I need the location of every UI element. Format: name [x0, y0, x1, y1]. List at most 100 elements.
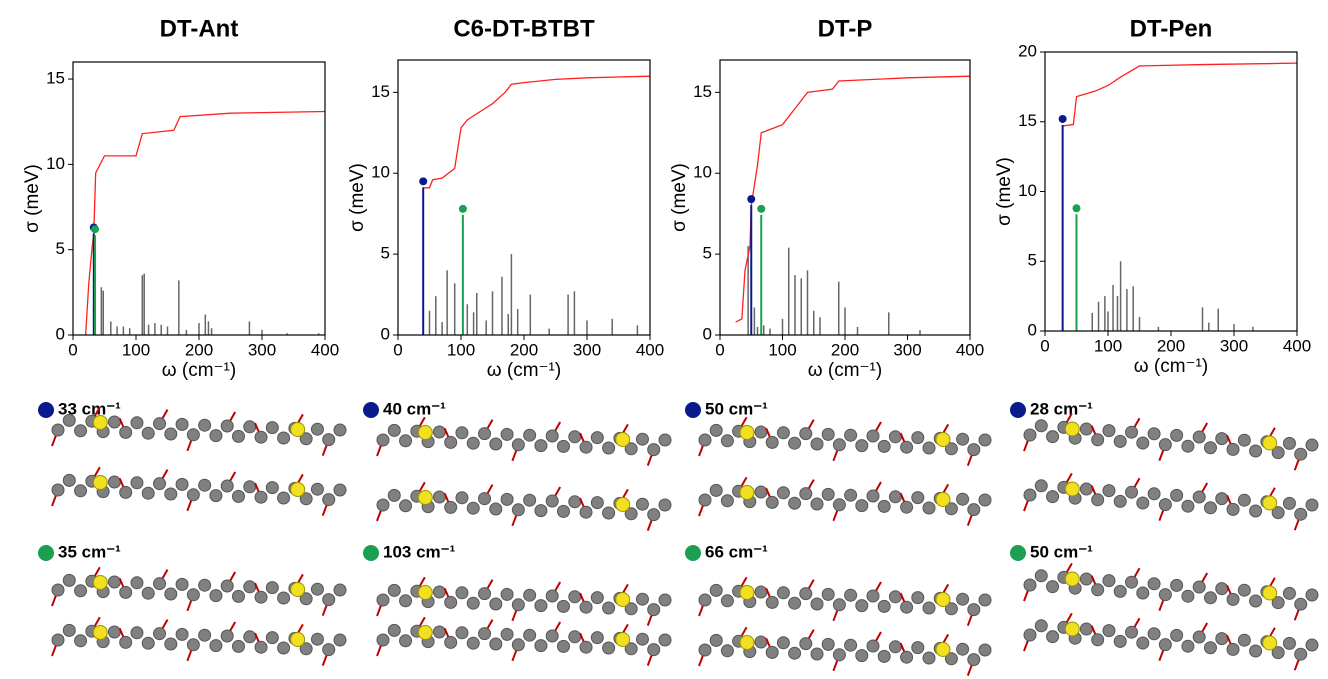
- sulfur-atom: [92, 625, 108, 640]
- atom: [956, 492, 970, 506]
- atom: [788, 596, 802, 610]
- atom: [1158, 588, 1172, 602]
- atom: [153, 477, 167, 491]
- atom: [602, 441, 616, 455]
- sulfur-atom: [92, 475, 108, 490]
- atom: [776, 586, 790, 600]
- atom: [1226, 642, 1240, 656]
- atom: [810, 437, 824, 451]
- atom: [1113, 584, 1127, 598]
- sulfur-atom: [290, 632, 306, 647]
- mode-label: 28 cm⁻¹: [1030, 399, 1093, 418]
- atom: [810, 497, 824, 511]
- atom: [1147, 577, 1161, 591]
- atom: [545, 494, 559, 508]
- atom: [376, 593, 390, 607]
- atom: [709, 583, 723, 597]
- atom: [322, 433, 336, 447]
- sulfur-atom: [92, 575, 108, 590]
- x-tick-label: 100: [768, 340, 796, 359]
- plot-frame: [1044, 51, 1298, 332]
- atom: [141, 426, 155, 440]
- x-tick-label: 400: [1283, 336, 1311, 355]
- atom: [376, 433, 390, 447]
- atom: [500, 627, 514, 641]
- atom: [51, 583, 65, 597]
- atom: [1091, 583, 1105, 597]
- atom: [254, 590, 268, 604]
- mode-dot: [1058, 114, 1067, 123]
- atom: [523, 428, 537, 442]
- atom: [478, 587, 492, 601]
- atom: [164, 487, 178, 501]
- atom: [709, 483, 723, 497]
- atom: [277, 431, 291, 445]
- atom: [198, 578, 212, 592]
- mode-marker: [1010, 545, 1026, 561]
- atom: [500, 492, 514, 506]
- atom: [1125, 575, 1139, 589]
- atom: [130, 576, 144, 590]
- atom: [556, 599, 570, 613]
- atom: [387, 583, 401, 597]
- atom: [432, 585, 446, 599]
- atom: [1249, 444, 1263, 458]
- atom: [62, 473, 76, 487]
- x-tick-label: 400: [956, 340, 984, 359]
- atom: [1034, 479, 1048, 493]
- atom: [832, 498, 846, 512]
- atom: [658, 498, 672, 512]
- atom: [776, 636, 790, 650]
- sulfur-atom: [290, 422, 306, 437]
- atom: [322, 593, 336, 607]
- sulfur-atom: [1064, 421, 1080, 437]
- atom: [698, 433, 712, 447]
- atom: [1203, 501, 1217, 515]
- atom: [944, 502, 958, 516]
- atom: [1294, 597, 1308, 611]
- atom: [765, 595, 779, 609]
- atom: [1023, 578, 1037, 592]
- atom: [489, 637, 503, 651]
- atom: [299, 432, 313, 446]
- atom: [74, 484, 88, 498]
- x-axis-label: ω (cm⁻¹): [487, 360, 561, 381]
- x-axis-label: ω (cm⁻¹): [162, 360, 236, 381]
- atom: [310, 582, 324, 596]
- atom: [62, 623, 76, 637]
- y-tick-label: 5: [56, 239, 65, 258]
- atom: [922, 651, 936, 665]
- mode-dot: [91, 225, 100, 234]
- sulfur-atom: [739, 585, 755, 600]
- atom: [74, 584, 88, 598]
- atom: [579, 505, 593, 519]
- atom: [556, 504, 570, 518]
- cumulative-line: [1062, 62, 1298, 127]
- atom: [720, 434, 734, 448]
- atom: [900, 600, 914, 614]
- atom: [888, 490, 902, 504]
- sulfur-atom: [615, 432, 631, 447]
- atom: [1271, 646, 1285, 660]
- mode-dot: [747, 195, 756, 204]
- panel-title: DT-Pen: [1130, 15, 1213, 42]
- atom: [322, 643, 336, 657]
- atom: [1249, 594, 1263, 608]
- atom: [220, 419, 234, 433]
- atom: [579, 640, 593, 654]
- atom: [186, 428, 200, 442]
- atom: [299, 492, 313, 506]
- atom: [254, 640, 268, 654]
- atom: [1192, 490, 1206, 504]
- atom: [523, 493, 537, 507]
- atom: [877, 599, 891, 613]
- atom: [1203, 641, 1217, 655]
- atom: [1170, 578, 1184, 592]
- atom: [720, 594, 734, 608]
- x-axis-label: ω (cm⁻¹): [808, 360, 882, 381]
- atom: [1102, 574, 1116, 588]
- atom: [967, 653, 981, 667]
- atom: [511, 503, 525, 517]
- x-tick-label: 300: [248, 340, 276, 359]
- atom: [220, 629, 234, 643]
